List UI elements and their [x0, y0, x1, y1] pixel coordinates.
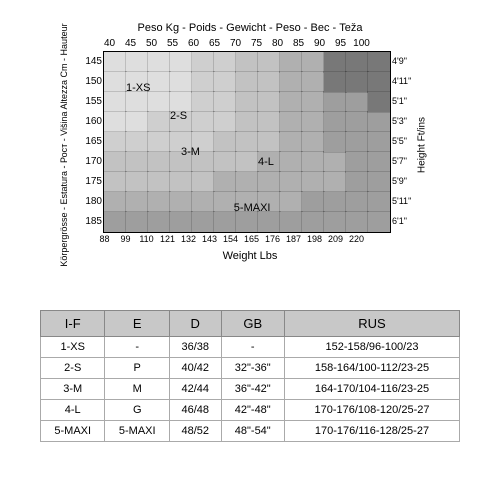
table-row: 1-XS-36/38-152-158/96-100/23: [41, 337, 460, 358]
top-axis-title: Peso Kg - Poids - Gewicht - Peso - Вес -…: [0, 22, 500, 34]
col-header: D: [169, 311, 221, 337]
col-header: RUS: [284, 311, 459, 337]
col-header: GB: [221, 311, 284, 337]
size-table: I-FEDGBRUS 1-XS-36/38-152-158/96-100/232…: [40, 310, 460, 442]
col-header: E: [105, 311, 169, 337]
size-table-wrap: I-FEDGBRUS 1-XS-36/38-152-158/96-100/232…: [40, 310, 460, 442]
chart-grid: 1-XS2-S3-M4-L5-MAXI: [104, 52, 390, 232]
table-body: 1-XS-36/38-152-158/96-100/232-SP40/4232"…: [41, 337, 460, 442]
table-row: 2-SP40/4232"-36"158-164/100-112/23-25: [41, 358, 460, 379]
table-header-row: I-FEDGBRUS: [41, 311, 460, 337]
top-ticks: 404550556065707580859095100: [99, 38, 372, 49]
table-row: 4-LG46/4842"-48"170-176/108-120/25-27: [41, 400, 460, 421]
table-row: 5-MAXI5-MAXI48/5248"-54"170-176/116-128/…: [41, 421, 460, 442]
col-header: I-F: [41, 311, 105, 337]
size-chart: Peso Kg - Poids - Gewicht - Peso - Вес -…: [0, 0, 500, 280]
left-axis-title: Körpergrösse - Estatura - Рост - Višina …: [59, 23, 69, 266]
table-row: 3-MM42/4436"-42"164-170/104-116/23-25: [41, 379, 460, 400]
right-ticks: 4'9"4'11"5'1"5'3"5'5"5'7"5'9"5'11"6'1": [392, 51, 411, 231]
bottom-axis-title: Weight Lbs: [0, 250, 500, 262]
bottom-ticks: 8899110121132143154165176187198209220: [94, 234, 367, 244]
right-axis-title: Height Ft/ins: [417, 117, 428, 173]
left-ticks: 145150155160165170175180185: [82, 52, 102, 232]
